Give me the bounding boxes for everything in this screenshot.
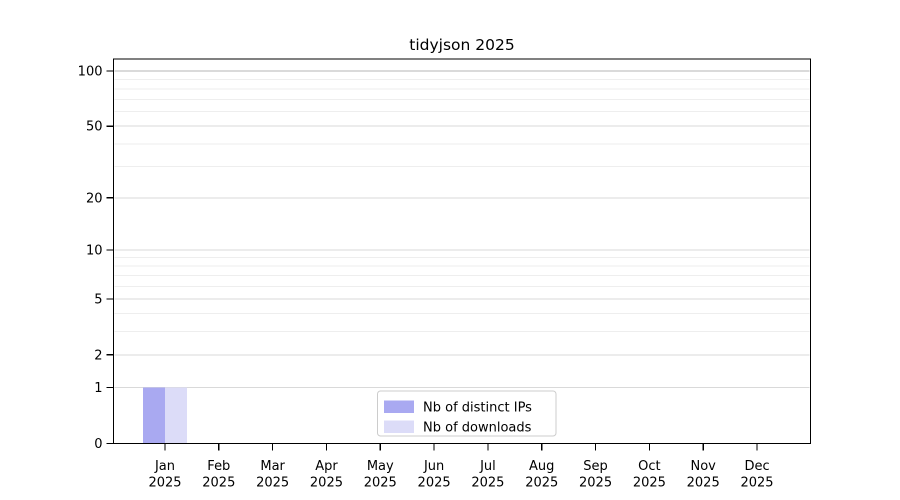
x-tick-year-oct: 2025 (633, 476, 666, 491)
bars-layer (143, 387, 187, 444)
x-tick-month-dec: Dec (744, 459, 769, 474)
bar-nb-of-downloads-jan (165, 387, 187, 444)
x-tick-year-apr: 2025 (310, 476, 343, 491)
legend-swatch-distinct-ips (384, 400, 414, 413)
x-tick-year-sep: 2025 (579, 476, 612, 491)
x-tick-month-mar: Mar (260, 459, 285, 474)
y-tick-label-2: 2 (94, 348, 102, 363)
gridlines-layer (114, 70, 810, 389)
x-tick-year-may: 2025 (364, 476, 397, 491)
x-tick-year-dec: 2025 (740, 476, 773, 491)
x-tick-year-jun: 2025 (418, 476, 451, 491)
x-tick-year-nov: 2025 (687, 476, 720, 491)
x-tick-month-jun: Jun (423, 459, 444, 474)
legend-label-distinct-ips: Nb of distinct IPs (423, 401, 532, 416)
x-tick-month-nov: Nov (691, 459, 717, 474)
x-tick-month-sep: Sep (583, 459, 608, 474)
x-tick-month-apr: Apr (315, 459, 338, 474)
x-tick-month-jan: Jan (154, 459, 175, 474)
bar-nb-of-distinct-ips-jan (143, 387, 165, 444)
x-tick-month-aug: Aug (529, 459, 554, 474)
y-tick-label-100: 100 (78, 65, 103, 80)
legend: Nb of distinct IPs Nb of downloads (377, 390, 557, 437)
y-tick-label-0: 0 (94, 437, 102, 452)
y-tick-label-10: 10 (86, 243, 103, 258)
plot-border (112, 58, 812, 445)
x-axis-labels: Jan 2025 Feb 2025 Mar 2025 Apr 2025 May 2025 Jun 20… (148, 459, 773, 491)
chart-title: tidyjson 2025 (409, 36, 514, 54)
y-tick-label-1: 1 (94, 381, 102, 396)
y-tick-label-5: 5 (94, 292, 102, 307)
x-tick-year-jan: 2025 (148, 476, 181, 491)
x-tick-month-feb: Feb (207, 459, 230, 474)
x-tick-year-aug: 2025 (525, 476, 558, 491)
y-axis-labels: 0 1 2 5 10 20 50 100 (78, 65, 103, 452)
x-tick-year-jul: 2025 (471, 476, 504, 491)
x-tick-year-mar: 2025 (256, 476, 289, 491)
y-tick-label-20: 20 (86, 191, 103, 206)
x-tick-year-feb: 2025 (202, 476, 235, 491)
axes-layer (106, 58, 812, 451)
x-tick-month-oct: Oct (638, 459, 660, 474)
legend-label-downloads: Nb of downloads (423, 421, 532, 436)
x-tick-month-jul: Jul (479, 459, 496, 474)
legend-box (377, 390, 557, 437)
x-tick-month-may: May (367, 459, 394, 474)
legend-swatch-downloads (384, 420, 414, 433)
y-tick-label-50: 50 (86, 120, 103, 135)
